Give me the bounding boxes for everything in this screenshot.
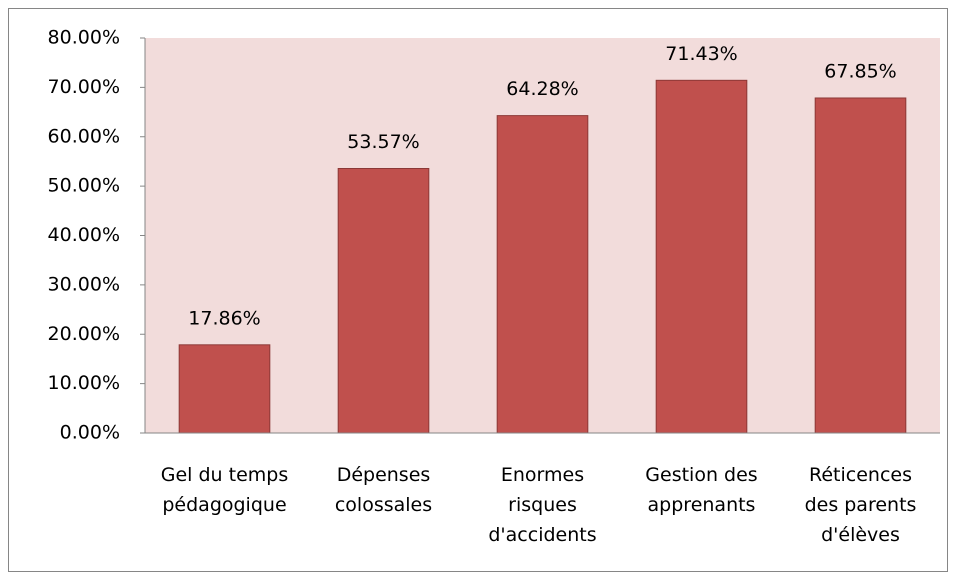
data-label: 67.85% (824, 60, 896, 82)
y-tick-label: 10.00% (48, 372, 120, 394)
x-tick-label: Gestion des apprenants (645, 464, 757, 516)
y-tick-label: 80.00% (48, 27, 120, 49)
y-tick-label: 70.00% (48, 76, 120, 98)
y-tick-label: 40.00% (48, 224, 120, 246)
bar (496, 115, 589, 434)
x-tick-label: Réticences des parents d'élèves (805, 464, 917, 546)
data-label: 17.86% (188, 307, 260, 329)
bar (337, 167, 430, 434)
y-tick-label: 60.00% (48, 125, 120, 147)
data-label: 53.57% (347, 131, 419, 153)
bar (178, 344, 271, 434)
x-tick-label: Dépenses colossales (335, 464, 432, 516)
bar (814, 97, 907, 434)
data-label: 71.43% (665, 43, 737, 65)
y-tick-label: 50.00% (48, 175, 120, 197)
x-tick-label: Gel du temps pédagogique (161, 464, 288, 516)
bar (655, 79, 748, 434)
y-tick-label: 30.00% (48, 273, 120, 295)
data-label: 64.28% (506, 78, 578, 100)
y-tick-label: 0.00% (60, 422, 120, 444)
y-tick-label: 20.00% (48, 323, 120, 345)
x-tick-label: Enormes risques d'accidents (488, 464, 596, 546)
